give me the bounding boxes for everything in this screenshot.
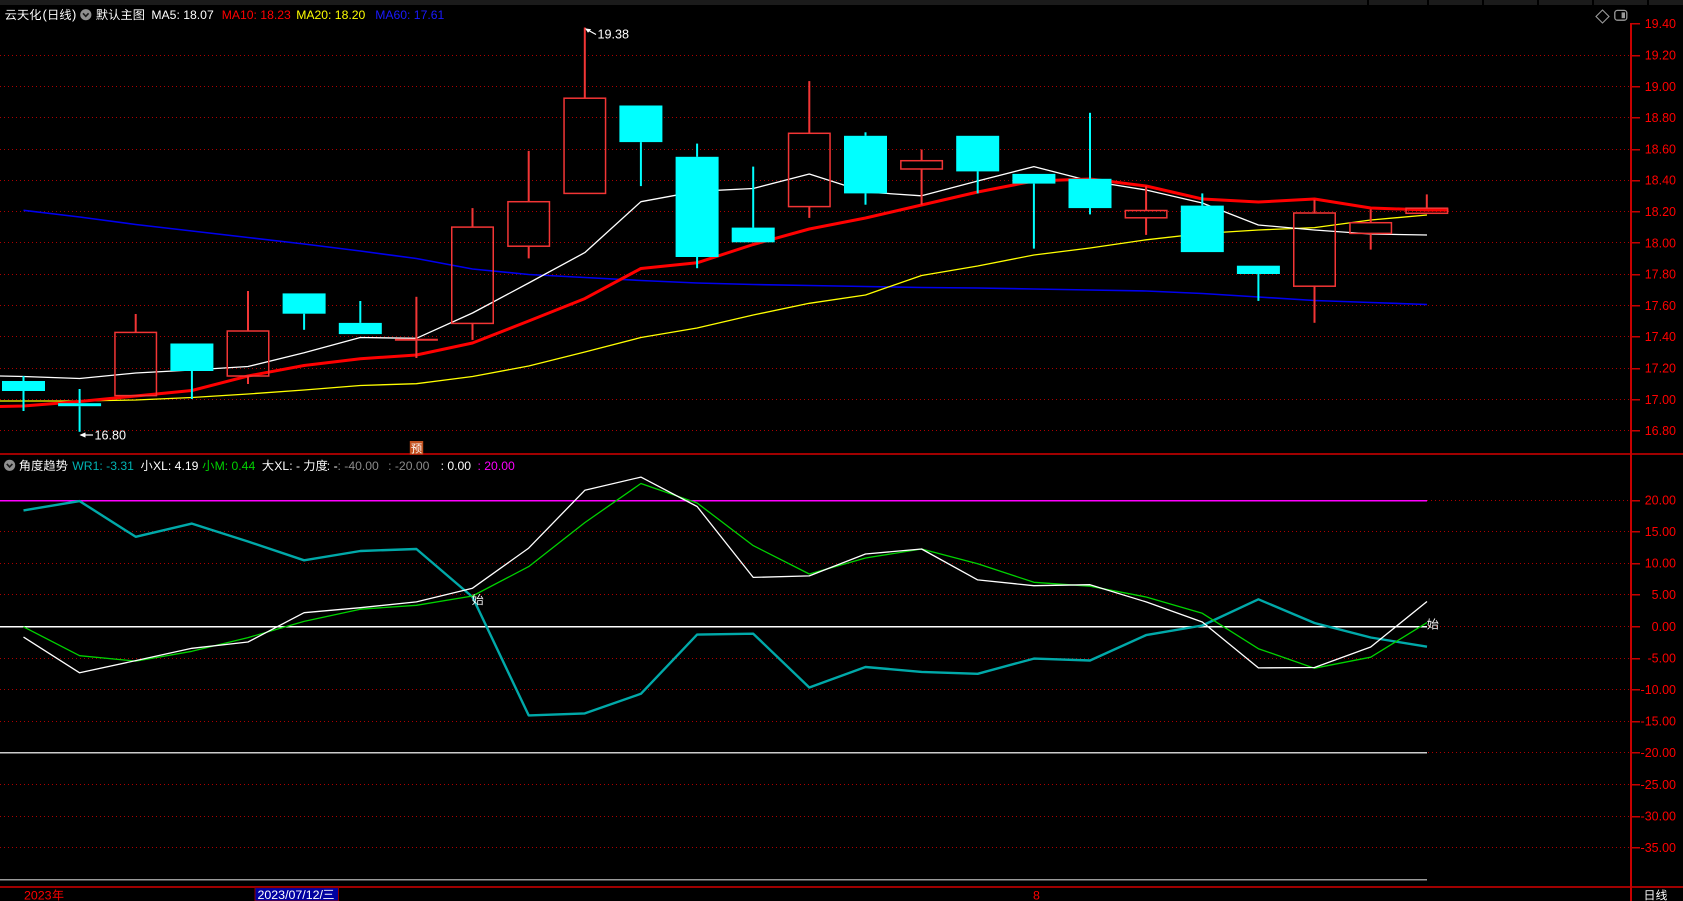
svg-text:: -: : - bbox=[327, 459, 338, 473]
svg-text:: 0.00: : 0.00 bbox=[441, 459, 472, 473]
svg-text:15.00: 15.00 bbox=[1645, 525, 1676, 539]
svg-text:-20.00: -20.00 bbox=[1641, 746, 1676, 760]
svg-text:XL: 4.19: XL: 4.19 bbox=[153, 459, 199, 473]
svg-text:WR1: -3.31: WR1: -3.31 bbox=[72, 459, 134, 473]
svg-text:XL: -: XL: - bbox=[274, 459, 300, 473]
svg-text:18.00: 18.00 bbox=[1645, 236, 1676, 250]
svg-text:17.60: 17.60 bbox=[1645, 299, 1676, 313]
svg-text:8: 8 bbox=[1033, 889, 1040, 901]
svg-text:19.40: 19.40 bbox=[1645, 17, 1676, 31]
svg-text:5.00: 5.00 bbox=[1652, 588, 1676, 602]
svg-text:): ) bbox=[72, 7, 76, 22]
svg-text:-25.00: -25.00 bbox=[1641, 778, 1676, 792]
svg-text:-5.00: -5.00 bbox=[1648, 651, 1677, 665]
svg-text:-30.00: -30.00 bbox=[1641, 809, 1676, 823]
svg-text:18.80: 18.80 bbox=[1645, 111, 1676, 125]
svg-text:MA5: 18.07: MA5: 18.07 bbox=[151, 8, 214, 22]
svg-text:-15.00: -15.00 bbox=[1641, 715, 1676, 729]
svg-text:: -20.00: : -20.00 bbox=[388, 459, 430, 473]
svg-text:MA60: 17.61: MA60: 17.61 bbox=[375, 8, 444, 22]
svg-text:18.40: 18.40 bbox=[1645, 174, 1676, 188]
svg-text:0.00: 0.00 bbox=[1652, 620, 1676, 634]
svg-text:: -40.00: : -40.00 bbox=[338, 459, 380, 473]
svg-text:MA20: 18.20: MA20: 18.20 bbox=[296, 8, 365, 22]
svg-text:-35.00: -35.00 bbox=[1641, 841, 1676, 855]
svg-text:(: ( bbox=[43, 7, 48, 22]
svg-text:-10.00: -10.00 bbox=[1641, 683, 1676, 697]
svg-text:: 20.00: : 20.00 bbox=[478, 459, 515, 473]
svg-text:19.20: 19.20 bbox=[1645, 49, 1676, 63]
svg-text:17.80: 17.80 bbox=[1645, 268, 1676, 282]
svg-text:17.00: 17.00 bbox=[1645, 393, 1676, 407]
svg-text:2023/07/12/: 2023/07/12/ bbox=[258, 888, 324, 901]
svg-text:16.80: 16.80 bbox=[1645, 424, 1676, 438]
svg-text:M: 0.44: M: 0.44 bbox=[215, 459, 256, 473]
svg-text:10.00: 10.00 bbox=[1645, 557, 1676, 571]
svg-text:17.20: 17.20 bbox=[1645, 362, 1676, 376]
svg-text:2023: 2023 bbox=[24, 889, 52, 901]
svg-text:18.60: 18.60 bbox=[1645, 142, 1676, 156]
svg-text:16.80: 16.80 bbox=[95, 429, 127, 443]
svg-text:20.00: 20.00 bbox=[1645, 493, 1676, 507]
svg-text:MA10: 18.23: MA10: 18.23 bbox=[222, 8, 291, 22]
svg-text:19.00: 19.00 bbox=[1645, 80, 1676, 94]
svg-text:17.40: 17.40 bbox=[1645, 330, 1676, 344]
svg-text:18.20: 18.20 bbox=[1645, 205, 1676, 219]
svg-text:19.38: 19.38 bbox=[598, 28, 630, 42]
